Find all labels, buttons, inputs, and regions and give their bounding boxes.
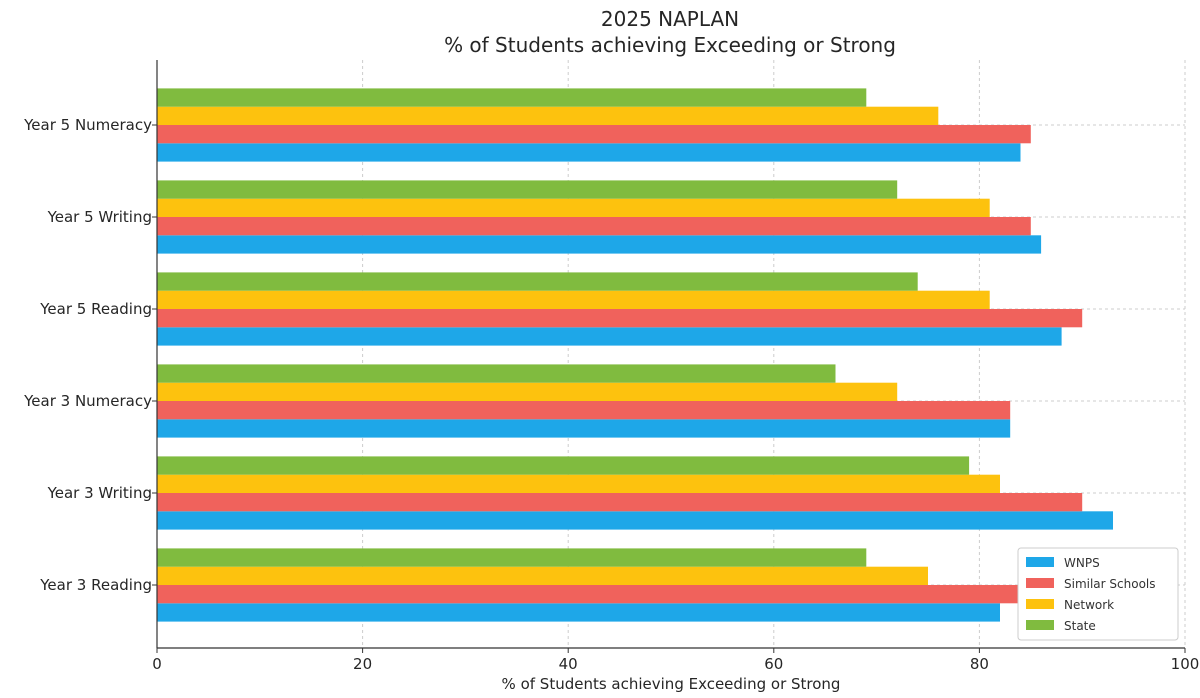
x-tick-label: 80 xyxy=(970,655,989,673)
y-tick-labels: Year 3 Reading Year 3 Writing Year 3 Numer… xyxy=(23,116,157,594)
x-tick-label: 100 xyxy=(1171,655,1200,673)
bars xyxy=(157,88,1113,622)
bar-network-year-3-reading xyxy=(157,566,928,585)
bar-wnps-year-3-numeracy xyxy=(157,419,1011,438)
bar-network-year-5-reading xyxy=(157,290,990,309)
legend-label-wnps: WNPS xyxy=(1064,556,1100,570)
bar-similar-schools-year-5-numeracy xyxy=(157,125,1031,144)
legend-label-network: Network xyxy=(1064,598,1114,612)
bar-similar-schools-year-3-writing xyxy=(157,493,1083,512)
x-tick-label: 40 xyxy=(559,655,578,673)
bar-similar-schools-year-3-reading xyxy=(157,585,1021,604)
bar-state-year-3-reading xyxy=(157,548,867,567)
bar-similar-schools-year-5-reading xyxy=(157,309,1083,328)
bar-network-year-3-numeracy xyxy=(157,382,898,401)
legend-swatch-similar-schools xyxy=(1026,578,1054,588)
bar-network-year-5-writing xyxy=(157,198,990,217)
x-tick-label: 60 xyxy=(764,655,783,673)
y-tick-label: Year 5 Reading xyxy=(39,300,152,318)
x-tick-label: 20 xyxy=(353,655,372,673)
legend: WNPS Similar Schools Network State xyxy=(1017,547,1179,641)
x-tick-labels: 0 20 40 60 80 100 xyxy=(152,648,1199,673)
bar-similar-schools-year-3-numeracy xyxy=(157,401,1011,420)
y-tick-label: Year 3 Writing xyxy=(47,484,152,502)
bar-wnps-year-5-reading xyxy=(157,327,1062,346)
chart-title: 2025 NAPLAN xyxy=(601,7,739,31)
y-tick-label: Year 3 Numeracy xyxy=(23,392,152,410)
legend-label-similar-schools: Similar Schools xyxy=(1064,577,1156,591)
bar-wnps-year-5-numeracy xyxy=(157,143,1021,162)
x-tick-label: 0 xyxy=(152,655,162,673)
legend-box xyxy=(1017,547,1179,641)
legend-label-state: State xyxy=(1064,619,1096,633)
bar-state-year-3-writing xyxy=(157,456,970,475)
bar-state-year-5-reading xyxy=(157,272,918,291)
bar-network-year-3-writing xyxy=(157,474,1000,493)
legend-swatch-state xyxy=(1026,620,1054,630)
legend-swatch-wnps xyxy=(1026,557,1054,567)
bar-wnps-year-3-writing xyxy=(157,511,1113,530)
bar-state-year-5-writing xyxy=(157,180,898,199)
legend-swatch-network xyxy=(1026,599,1054,609)
x-axis-label: % of Students achieving Exceeding or Str… xyxy=(502,675,841,693)
y-tick-label: Year 5 Writing xyxy=(47,208,152,226)
y-tick-label: Year 3 Reading xyxy=(39,576,152,594)
bar-state-year-5-numeracy xyxy=(157,88,867,107)
bar-wnps-year-5-writing xyxy=(157,235,1042,254)
bar-network-year-5-numeracy xyxy=(157,106,939,125)
y-tick-label: Year 5 Numeracy xyxy=(23,116,152,134)
bar-similar-schools-year-5-writing xyxy=(157,217,1031,236)
bar-wnps-year-3-reading xyxy=(157,603,1000,622)
chart-subtitle: % of Students achieving Exceeding or Str… xyxy=(444,33,896,57)
bar-state-year-3-numeracy xyxy=(157,364,836,383)
